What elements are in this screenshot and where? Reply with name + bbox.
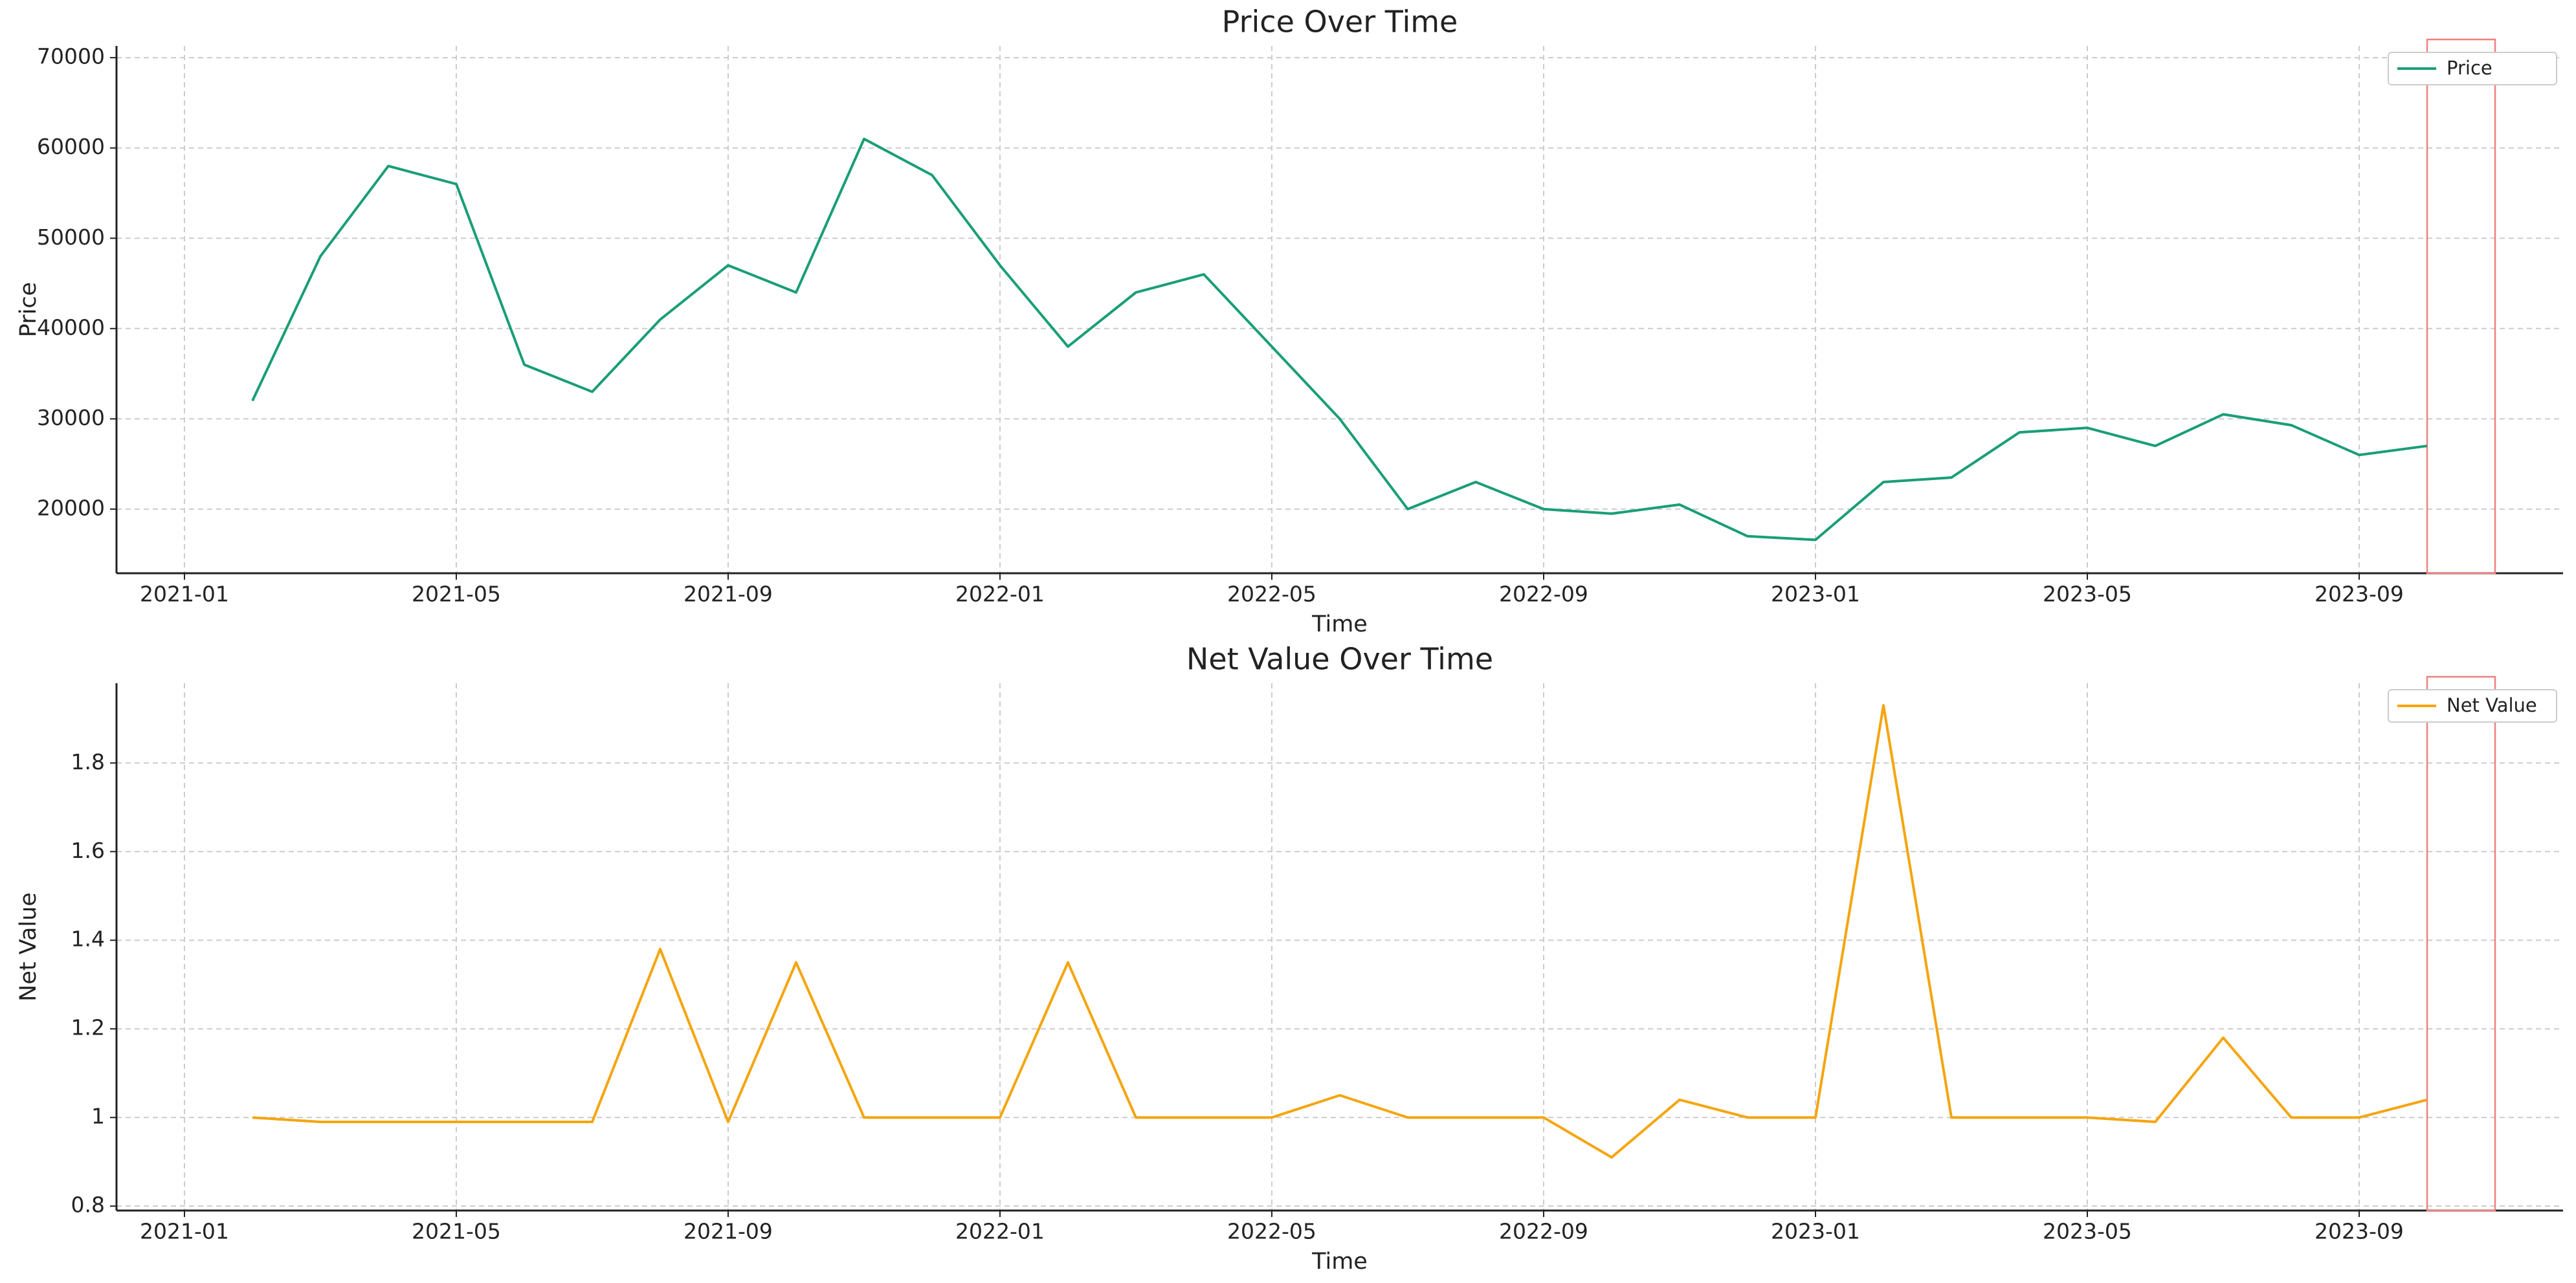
x-tick-label: 2023-01 xyxy=(1771,582,1860,607)
x-axis-label: Time xyxy=(1311,611,1368,637)
highlight-span xyxy=(2426,675,2496,1212)
y-axis-label: Net Value xyxy=(16,892,41,1002)
y-tick-label: 1.4 xyxy=(71,927,105,952)
y-tick-label: 50000 xyxy=(37,225,105,250)
x-tick-label: 2023-09 xyxy=(2315,1219,2404,1244)
x-tick-label: 2021-05 xyxy=(412,1219,501,1244)
legend-label: Price xyxy=(2447,57,2493,79)
y-tick-label: 1.2 xyxy=(71,1015,105,1040)
legend-box xyxy=(2388,689,2557,723)
x-tick-label: 2021-05 xyxy=(412,582,501,607)
x-tick-label: 2022-05 xyxy=(1227,582,1316,607)
y-tick-label: 1.8 xyxy=(71,749,105,774)
x-tick-label: 2021-01 xyxy=(140,1219,229,1244)
x-tick-label: 2023-05 xyxy=(2043,1219,2132,1244)
y-tick-label: 70000 xyxy=(37,44,105,69)
chart-title: Price Over Time xyxy=(1222,5,1458,39)
x-tick-label: 2022-05 xyxy=(1227,1219,1316,1244)
x-tick-label: 2022-01 xyxy=(955,582,1045,607)
x-tick-label: 2023-01 xyxy=(1771,1219,1860,1244)
y-tick-label: 60000 xyxy=(37,134,105,159)
x-tick-label: 2022-09 xyxy=(1499,1219,1588,1244)
y-tick-label: 30000 xyxy=(37,405,105,430)
x-axis-label: Time xyxy=(1311,1249,1368,1275)
x-tick-label: 2021-09 xyxy=(683,1219,773,1244)
data-line xyxy=(251,137,2428,542)
x-tick-label: 2022-09 xyxy=(1499,582,1588,607)
x-tick-label: 2022-01 xyxy=(955,1219,1045,1244)
y-axis-label: Price xyxy=(16,282,41,337)
x-tick-label: 2021-09 xyxy=(683,582,773,607)
y-tick-label: 20000 xyxy=(37,495,105,520)
y-tick-label: 1.6 xyxy=(71,838,105,863)
y-tick-label: 40000 xyxy=(37,314,105,340)
x-tick-label: 2021-01 xyxy=(140,582,229,607)
legend-box xyxy=(2388,52,2557,85)
y-tick-label: 0.8 xyxy=(71,1192,105,1218)
x-tick-label: 2023-09 xyxy=(2315,582,2404,607)
highlight-span xyxy=(2426,38,2496,575)
x-tick-label: 2023-05 xyxy=(2043,582,2132,607)
y-tick-label: 1 xyxy=(91,1104,105,1129)
chart-title: Net Value Over Time xyxy=(1186,642,1493,677)
legend-label: Net Value xyxy=(2447,694,2537,716)
data-line xyxy=(252,704,2428,1159)
